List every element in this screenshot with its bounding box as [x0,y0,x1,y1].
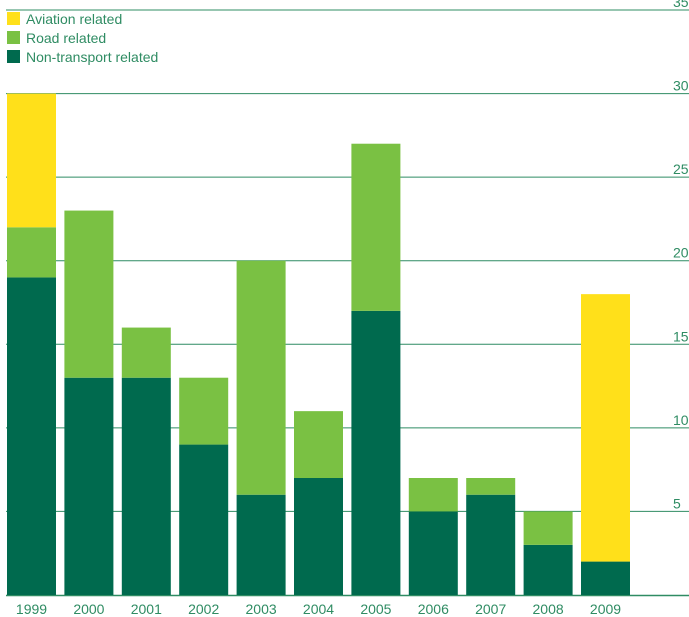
legend-label-non-transport-related: Non-transport related [26,49,158,65]
bar-2008-non-transport-related [523,544,573,595]
bar-2007-road-related [466,478,516,495]
x-tick-label-2000: 2000 [73,601,104,617]
legend-label-aviation-related: Aviation related [26,11,122,27]
y-tick-label-5: 5 [673,495,681,511]
bar-2003-non-transport-related [236,494,286,595]
bar-2000-non-transport-related [64,377,114,595]
bar-2009-aviation-related [581,294,630,562]
bar-1999-non-transport-related [7,277,56,595]
bar-2001-road-related [121,327,171,378]
y-tick-label-15: 15 [673,328,689,344]
x-tick-label-2002: 2002 [188,601,219,617]
bar-2002-road-related [179,377,229,445]
bar-2006-non-transport-related [408,511,458,595]
x-tick-label-2006: 2006 [418,601,449,617]
x-tick-label-2005: 2005 [360,601,391,617]
bar-2004-non-transport-related [294,478,343,595]
bar-2000-road-related [64,210,114,378]
bar-2005-non-transport-related [351,310,401,595]
y-tick-label-25: 25 [673,161,689,177]
legend-swatch-road-related [7,31,20,44]
bar-2005-road-related [351,143,401,311]
bar-2009-non-transport-related [581,561,630,595]
x-tick-label-2008: 2008 [533,601,564,617]
bar-1999-aviation-related [7,93,56,228]
x-tick-label-2009: 2009 [590,601,621,617]
bars [7,93,630,595]
x-tick-label-1999: 1999 [16,601,47,617]
y-tick-label-10: 10 [673,412,689,428]
legend-swatch-non-transport-related [7,50,20,63]
bar-2007-non-transport-related [466,494,516,595]
y-axis-ticks: 5 10 15 20 25 30 35 [673,0,689,511]
bar-2008-road-related [523,511,573,545]
y-tick-label-35: 35 [673,0,689,10]
y-tick-label-30: 30 [673,78,689,94]
legend-swatch-aviation-related [7,12,20,25]
x-tick-label-2004: 2004 [303,601,334,617]
bar-1999-road-related [7,227,56,278]
legend: Aviation related Road related Non-transpor… [7,11,158,65]
bar-2006-road-related [408,478,458,512]
bar-2002-non-transport-related [179,444,229,595]
bar-2001-non-transport-related [121,377,171,595]
x-tick-label-2007: 2007 [475,601,506,617]
x-axis-ticks: 1999 2000 2001 2002 2003 2004 2005 2006 2007 2008… [16,601,621,617]
bar-2003-road-related [236,260,286,495]
legend-label-road-related: Road related [26,30,106,46]
bar-2004-road-related [294,411,343,478]
gridlines [6,9,689,597]
x-tick-label-2003: 2003 [246,601,277,617]
x-tick-label-2001: 2001 [131,601,162,617]
y-tick-label-20: 20 [673,245,689,261]
